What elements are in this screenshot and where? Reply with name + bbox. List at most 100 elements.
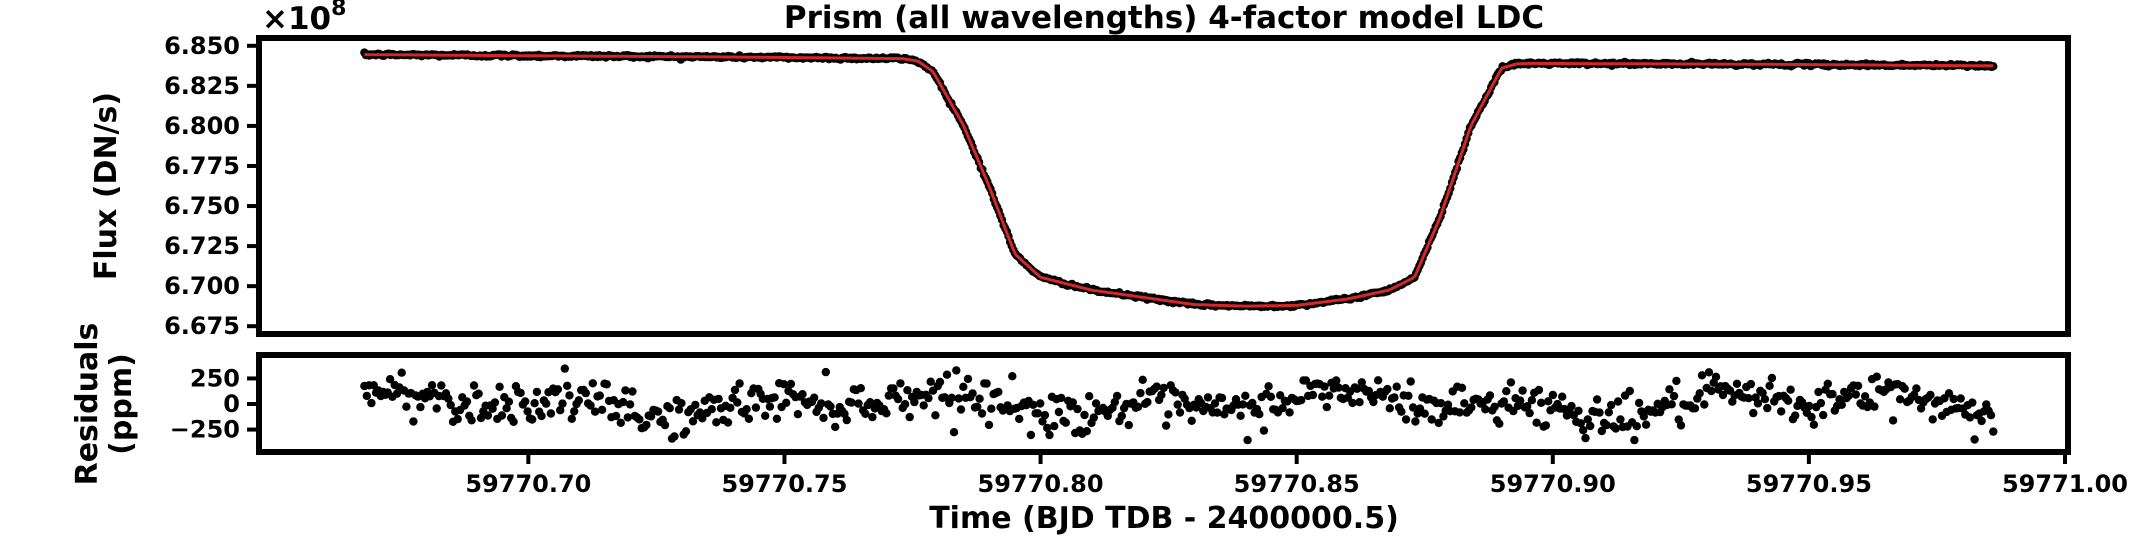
residual-data-point <box>935 377 945 387</box>
residual-data-point <box>1133 402 1143 411</box>
residual-y-tick-label: −250 <box>170 416 240 444</box>
residual-data-point <box>726 403 735 412</box>
residual-data-point <box>1707 386 1716 396</box>
residual-data-point <box>1259 426 1269 435</box>
time-x-ticks: 59770.70 59770.75 59770.80 59770.85 59770.90… <box>465 452 2128 498</box>
residual-data-point <box>926 377 935 386</box>
residual-data-point <box>611 411 621 421</box>
residual-data-point <box>1073 404 1082 414</box>
residual-data-point <box>574 396 583 405</box>
residual-data-point <box>1322 402 1332 412</box>
residual-data-point <box>1749 408 1758 418</box>
residual-data-point <box>590 407 600 416</box>
residual-data-point <box>994 387 1003 397</box>
residual-data-point <box>476 413 486 423</box>
residual-data-point <box>444 394 453 403</box>
residual-data-point <box>1872 372 1882 381</box>
residual-data-point <box>1434 418 1443 428</box>
residual-data-point <box>1392 382 1401 391</box>
residual-data-point <box>509 417 518 426</box>
residual-data-point <box>1138 375 1147 384</box>
residual-data-point <box>1639 412 1649 421</box>
residual-data-point <box>1050 421 1059 431</box>
residual-data-point <box>642 420 651 430</box>
residual-data-point <box>1091 399 1101 408</box>
residual-data-point <box>1669 391 1679 401</box>
residual-data-point <box>618 397 628 407</box>
residual-data-point <box>1763 403 1772 413</box>
residual-data-point <box>1518 386 1527 395</box>
residual-data-point <box>1760 395 1770 404</box>
residual-data-point <box>714 394 723 404</box>
residual-data-point <box>474 389 483 398</box>
residual-data-point <box>1171 388 1180 397</box>
residual-data-point <box>1187 416 1196 425</box>
residual-data-point <box>560 364 569 373</box>
flux-y-tick-label: 6.750 <box>164 192 240 220</box>
residual-data-point <box>931 411 940 420</box>
flux-y-tick-label: 6.825 <box>164 72 240 100</box>
x-tick-label: 59770.75 <box>721 470 847 498</box>
residual-data-point <box>567 414 576 423</box>
residual-data-point <box>1136 388 1145 398</box>
chart-title: Prism (all wavelengths) 4-factor model L… <box>784 0 1544 36</box>
residual-data-point <box>765 402 775 411</box>
residual-data-point <box>1888 416 1898 425</box>
residual-data-point <box>453 414 462 424</box>
residual-data-point <box>1411 417 1420 426</box>
residual-data-point <box>959 382 968 391</box>
residual-data-point <box>1157 390 1166 400</box>
residual-data-point <box>1243 435 1252 445</box>
residual-data-point <box>467 416 476 425</box>
residual-data-point <box>751 403 761 412</box>
residual-data-point <box>842 415 851 425</box>
residual-data-point <box>1583 415 1593 424</box>
residual-data-point <box>1117 411 1127 421</box>
residual-data-point <box>1586 421 1595 431</box>
residual-data-point <box>516 388 525 398</box>
residual-data-point <box>1956 394 1965 403</box>
residual-data-point <box>581 388 590 398</box>
residual-data-point <box>432 404 441 413</box>
residual-data-point <box>677 399 686 408</box>
residual-data-point <box>681 427 691 436</box>
flux-y-tick-label: 6.850 <box>164 32 240 60</box>
residual-data-point <box>1537 398 1546 407</box>
x-tick-label: 59770.95 <box>1746 470 1872 498</box>
residual-data-point <box>1276 391 1285 400</box>
residual-data-point <box>1057 393 1066 403</box>
residual-data-point <box>1667 400 1676 409</box>
residual-data-point <box>903 386 912 395</box>
residual-data-point <box>623 413 632 422</box>
residual-data-point <box>1602 420 1611 430</box>
residual-data-point <box>1690 404 1700 413</box>
residual-data-point <box>446 400 455 410</box>
residual-data-point <box>942 370 952 379</box>
residual-data-point <box>1630 435 1639 445</box>
residual-data-point <box>565 391 574 400</box>
residual-data-point <box>495 382 504 391</box>
residual-data-point <box>968 389 977 398</box>
residual-data-point <box>1320 382 1329 391</box>
residual-data-point <box>1124 420 1134 430</box>
residual-data-point <box>1837 400 1847 409</box>
residual-data-point <box>1352 384 1362 393</box>
residual-data-point <box>1495 419 1504 428</box>
residual-data-point <box>826 402 835 411</box>
flux-y-axis-label: Flux (DN/s) <box>89 92 124 280</box>
residual-data-point <box>821 367 830 377</box>
residual-data-point <box>1420 409 1429 418</box>
residual-data-point <box>963 374 973 384</box>
residual-data-point <box>977 409 987 418</box>
residual-data-point <box>924 393 933 403</box>
residual-data-point <box>1711 372 1721 381</box>
residual-data-point <box>1968 398 1977 407</box>
residual-data-point <box>779 380 789 389</box>
residual-data-point <box>984 420 994 430</box>
residual-data-point <box>1043 423 1052 433</box>
residual-data-point <box>882 409 891 418</box>
residual-data-point <box>1851 390 1861 399</box>
flux-y-tick-label: 6.775 <box>164 152 240 180</box>
residual-data-point <box>742 405 751 414</box>
